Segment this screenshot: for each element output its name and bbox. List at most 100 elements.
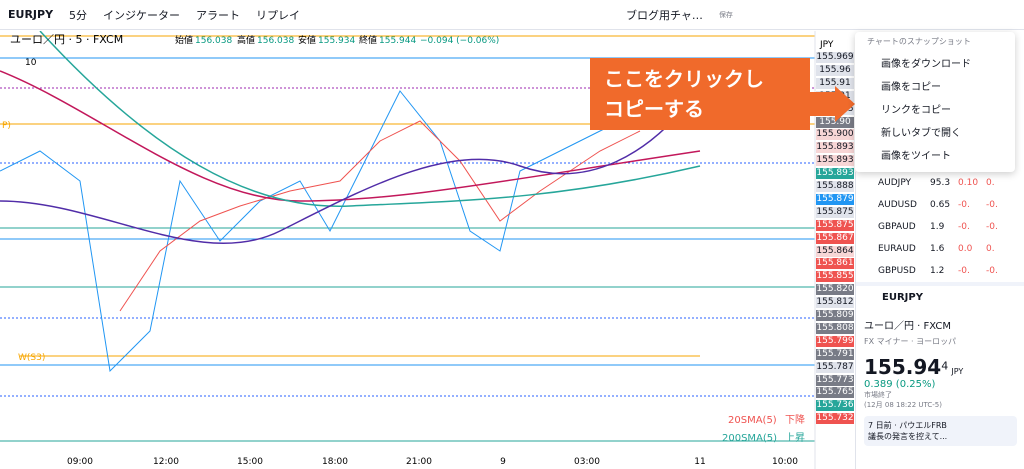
time-label: 09:00 [67, 457, 93, 467]
watch-cell: 1.2 [930, 266, 945, 276]
price-label: 155.900 [816, 129, 854, 141]
time-label: 18:00 [322, 457, 348, 467]
price-label: 155.96 [816, 64, 854, 76]
sma-state: 下降 [785, 413, 805, 426]
legend-open-label: 始値 [175, 34, 193, 46]
price-label: 155.808 [816, 322, 854, 334]
price-label: 155.888 [816, 181, 854, 192]
price-label: 155.875 [816, 206, 854, 218]
replay[interactable]: リプレイ [256, 8, 301, 22]
time-label: 9 [500, 457, 506, 467]
price-label: 155.809 [816, 310, 854, 321]
time-label: 12:00 [153, 457, 179, 467]
menu-item[interactable]: 新しいタブで開く [881, 128, 961, 139]
saved: 保存 [718, 10, 733, 19]
side-panel: AUDJPY 95.3 0.10 0. AUDUSD 0.65 -0. -0. GBPAUD 1.… [855, 172, 1024, 469]
detail-price: 155.94 [864, 355, 942, 379]
pivot-label: W(S3) [18, 353, 45, 363]
price-label: 155.820 [816, 284, 854, 296]
price-label: 155.867 [816, 232, 854, 244]
sma-label: 20SMA(5) [728, 415, 777, 426]
snapshot-menu: チャートのスナップショット 画像をダウンロード 画像をコピー リンクをコピー 新… [855, 32, 1015, 172]
time-label: 11 [694, 457, 705, 467]
watchlist: AUDJPY 95.3 0.10 0. AUDUSD 0.65 -0. -0. GBPAUD 1.… [856, 172, 1024, 282]
legend-name: ユーロ／円 · 5 · FXCM [10, 33, 123, 46]
watch-cell: AUDUSD [878, 200, 917, 210]
watch-row: GBPAUD 1.9 -0. -0. [856, 216, 1024, 238]
legend-high: 156.038 [257, 36, 294, 46]
details: EURJPY ユーロ／円 · FXCM FX マイナー · ヨーロッパ 155.… [856, 282, 1024, 452]
detail-time: (12月 08 18:22 UTC-5) [864, 401, 942, 409]
watch-cell: GBPAUD [878, 222, 916, 232]
detail-price-small: 4 [941, 359, 949, 373]
menu-item[interactable]: 画像をツイート [881, 151, 951, 162]
news-text: 7 日前 · パウエルFRB [868, 421, 947, 430]
price-label: 155.799 [816, 335, 854, 347]
legend-close-label: 終値 [359, 34, 377, 46]
price-label: 155.893 [816, 168, 854, 180]
indicators[interactable]: インジケーター [103, 8, 181, 22]
interval[interactable]: 5分 [69, 8, 88, 22]
detail-name: ユーロ／円 [864, 321, 914, 332]
legend-volume: 10 [25, 58, 37, 68]
detail-change: 0.389 (0.25%) [864, 379, 936, 390]
price-label: 155.864 [816, 245, 854, 257]
menu-title: チャートのスナップショット [867, 37, 971, 46]
price-label: 155.893 [816, 142, 854, 154]
legend-open: 156.038 [195, 36, 232, 46]
price-label: 155.969 [816, 52, 854, 63]
price-label: 155.91 [816, 77, 854, 89]
menu-item[interactable]: 画像をダウンロード [881, 59, 971, 70]
watch-row: AUDUSD 0.65 -0. -0. [856, 194, 1024, 216]
price-label: 155.791 [816, 348, 854, 360]
detail-symbol: EURJPY [882, 292, 923, 303]
watch-cell: 95.3 [930, 178, 951, 188]
alert[interactable]: アラート [196, 8, 241, 22]
price-label: 155.787 [816, 361, 854, 373]
watch-cell: 0. [986, 178, 995, 188]
legend-close: 155.944 [379, 36, 416, 46]
price-label: 155.875 [816, 219, 854, 231]
watch-cell: 0.0 [958, 244, 973, 254]
legend-change: −0.094 (−0.06%) [420, 36, 499, 46]
watch-row: AUDJPY 95.3 0.10 0. [856, 172, 1024, 194]
price-label: 155.773 [816, 374, 854, 386]
toolbar: EURJPY 5分 インジケーター アラート リプレイ ブログ用チャ… 保存 [0, 0, 1024, 30]
news[interactable]: 7 日前 · パウエルFRB 議長の発言を控えて... [864, 416, 1017, 446]
watch-cell: 0.10 [958, 178, 979, 188]
pivot-label: P) [2, 121, 11, 131]
watch-row: EURAUD 1.6 0.0 0. [856, 238, 1024, 260]
watch-cell: -0. [958, 222, 970, 232]
watch-cell: 1.9 [930, 222, 945, 232]
price-label: 155.736 [816, 400, 854, 412]
price-label: 155.812 [816, 297, 854, 309]
watch-cell: GBPUSD [878, 266, 916, 276]
time-label: 03:00 [574, 457, 600, 467]
time-label: 21:00 [406, 457, 432, 467]
callout-arrow [805, 86, 855, 122]
menu-item[interactable]: リンクをコピー [881, 105, 951, 116]
callout-text: コピーする [604, 97, 704, 121]
symbol[interactable]: EURJPY [8, 8, 54, 21]
detail-exchange: FXCM [923, 321, 952, 332]
watch-cell: -0. [986, 266, 998, 276]
watch-cell: -0. [986, 222, 998, 232]
price-label: 155.765 [816, 387, 854, 399]
price-label: 155.861 [816, 258, 854, 270]
watch-cell: -0. [958, 266, 970, 276]
detail-currency: JPY [951, 367, 964, 376]
watch-cell: 0. [986, 244, 995, 254]
price-label: 155.855 [816, 271, 854, 283]
detail-status: 市場終了 [864, 391, 892, 399]
time-label: 15:00 [237, 457, 263, 467]
legend-high-label: 高値 [237, 34, 255, 46]
watch-cell: -0. [958, 200, 970, 210]
sma-state: 上昇 [785, 432, 805, 444]
legend-low: 155.934 [318, 36, 355, 46]
menu-item[interactable]: 画像をコピー [881, 82, 941, 93]
price-label: 155.732 [816, 413, 854, 425]
watch-cell: EURAUD [878, 244, 916, 254]
news-text: 議長の発言を控えて... [868, 432, 948, 441]
layout[interactable]: ブログ用チャ… [626, 8, 703, 22]
